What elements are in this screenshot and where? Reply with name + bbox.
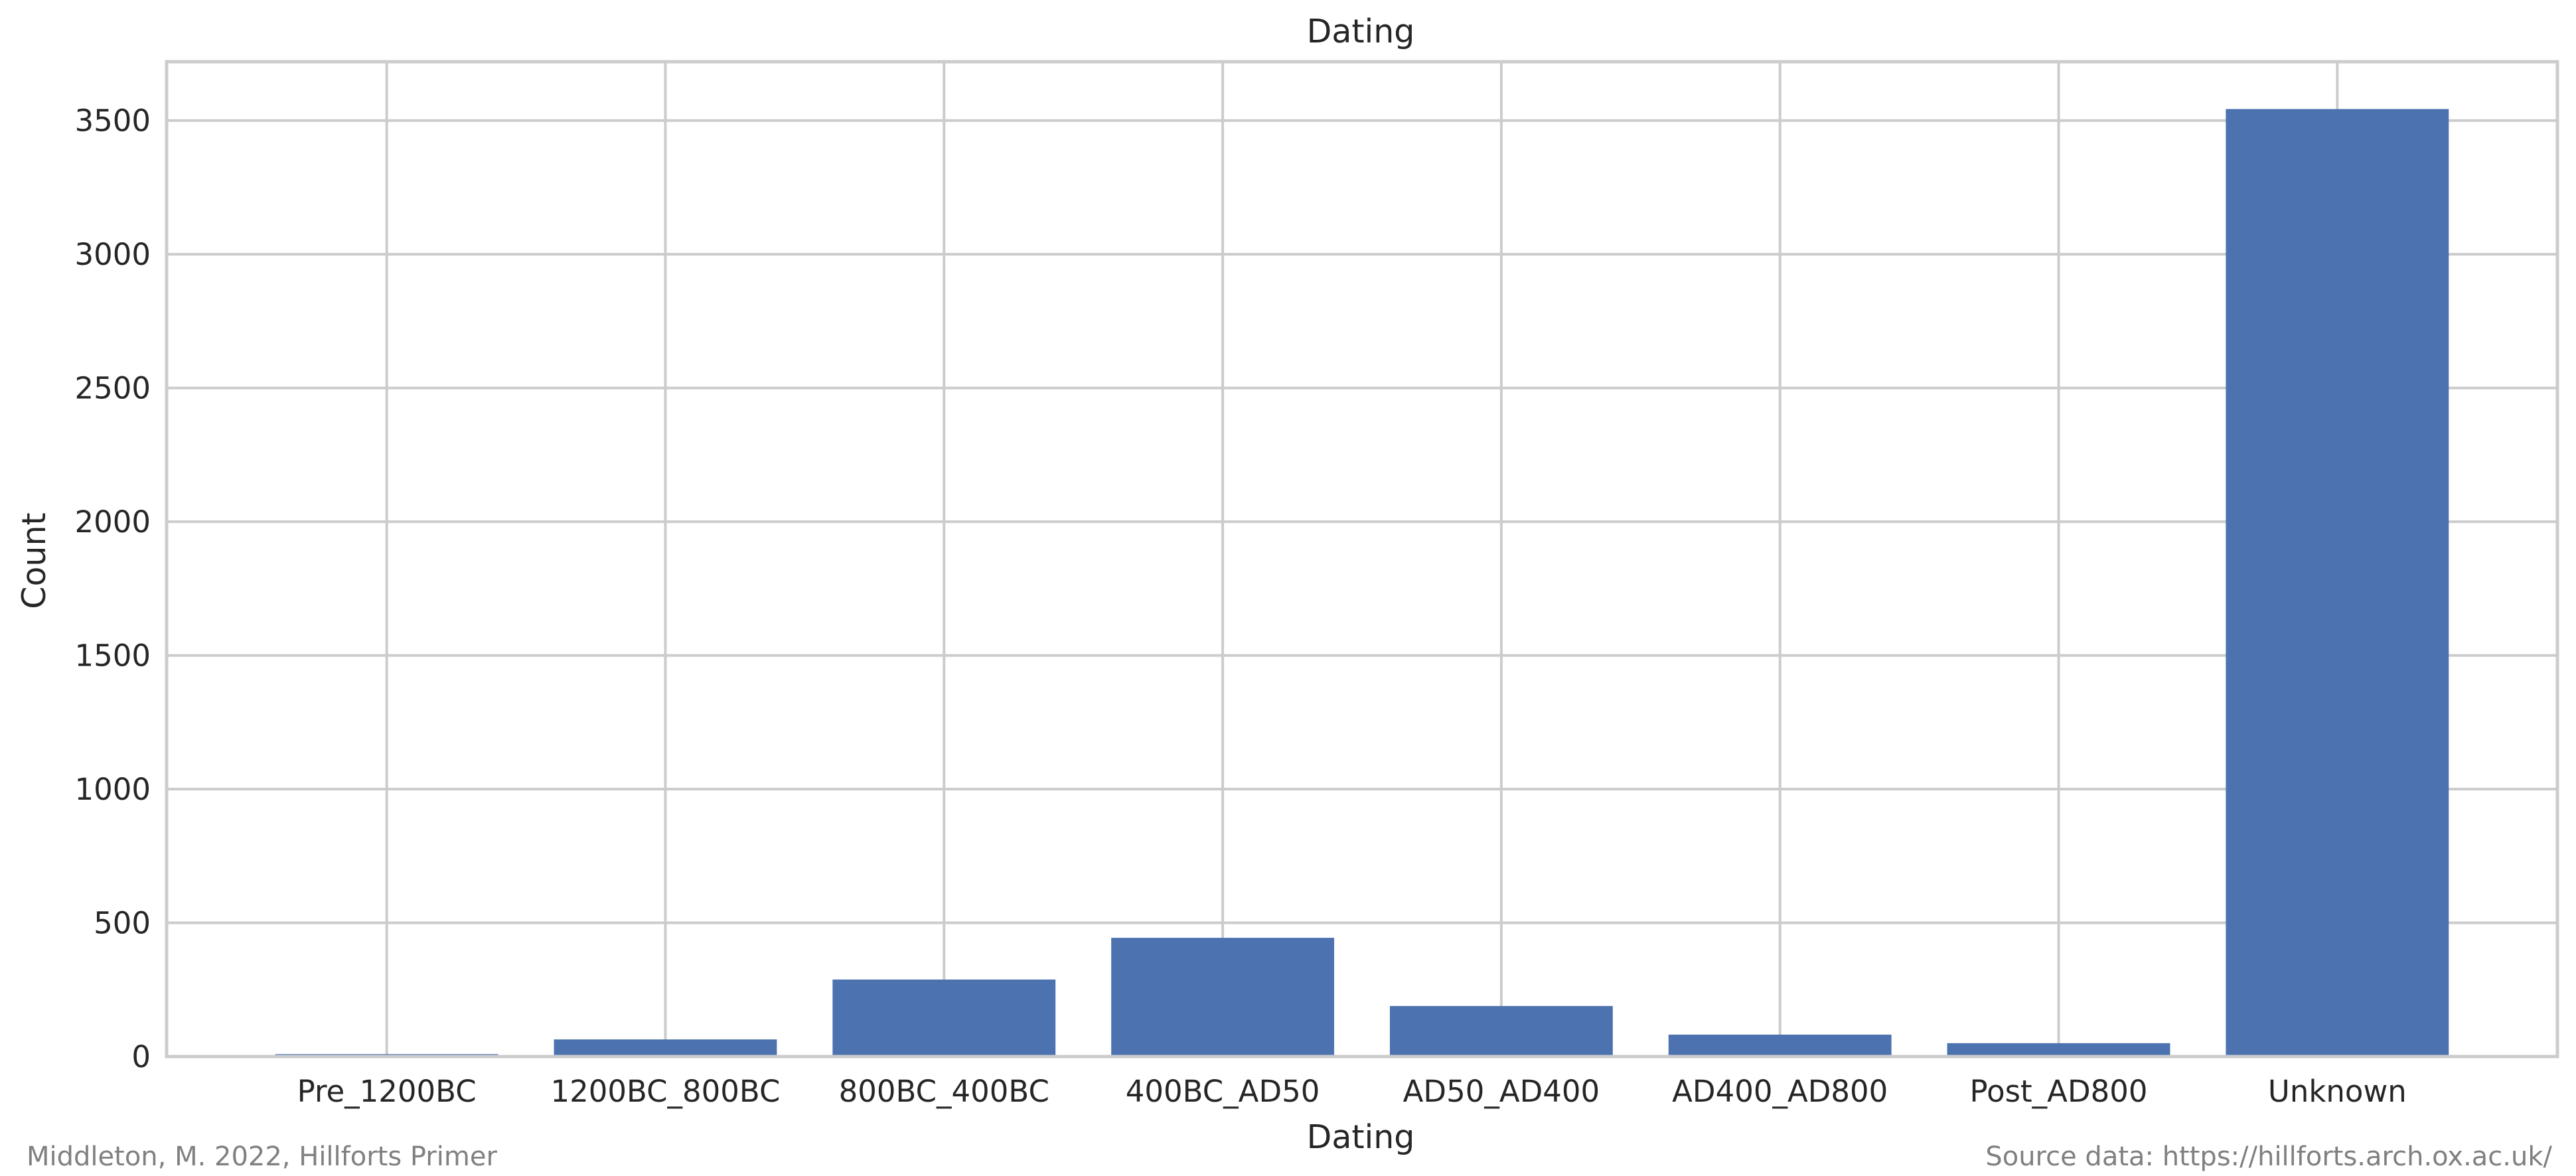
y-tick-label: 1000	[74, 772, 151, 807]
x-tick-label: Unknown	[2268, 1074, 2407, 1109]
y-axis-title: Count	[15, 512, 53, 609]
bar-layer	[275, 109, 2449, 1057]
y-tick-label: 2000	[74, 504, 151, 540]
x-tick-labels: Pre_1200BC 1200BC_800BC 800BC_400BC 400BC_A…	[297, 1074, 2407, 1109]
x-tick-label: AD400_AD800	[1672, 1074, 1888, 1109]
bar-400BC_AD50	[1111, 938, 1335, 1057]
bar-AD400_AD800	[1668, 1034, 1892, 1057]
x-axis-title: Dating	[1307, 1118, 1415, 1156]
x-tick-label: Pre_1200BC	[297, 1074, 477, 1109]
source-note: Source data: https://hillforts.arch.ox.a…	[1985, 1141, 2552, 1172]
y-tick-label: 2500	[74, 371, 151, 406]
bar-800BC_400BC	[832, 979, 1056, 1057]
x-tick-label: 400BC_AD50	[1126, 1074, 1320, 1109]
x-tick-label: 800BC_400BC	[839, 1074, 1049, 1109]
x-tick-label: Post_AD800	[1970, 1074, 2148, 1109]
y-tick-label: 500	[94, 906, 151, 941]
credit-note: Middleton, M. 2022, Hillforts Primer	[27, 1141, 497, 1172]
bar-Unknown	[2226, 109, 2449, 1057]
x-tick-label: 1200BC_800BC	[551, 1074, 781, 1109]
bar-Post_AD800	[1947, 1043, 2170, 1057]
y-tick-label: 1500	[74, 638, 151, 674]
bar-AD50_AD400	[1389, 1005, 1613, 1057]
chart-title: Dating	[1307, 13, 1415, 50]
bar-1200BC_800BC	[554, 1039, 777, 1057]
x-tick-label: AD50_AD400	[1403, 1074, 1600, 1109]
y-tick-label: 3000	[74, 237, 151, 272]
grid-layer	[167, 62, 2557, 1058]
y-tick-label: 3500	[74, 104, 151, 139]
y-tick-label: 0	[131, 1039, 151, 1074]
y-tick-labels: 0 500 1000 1500 2000 2500 3000 3500	[74, 104, 151, 1074]
plot-frame	[165, 60, 2559, 1059]
